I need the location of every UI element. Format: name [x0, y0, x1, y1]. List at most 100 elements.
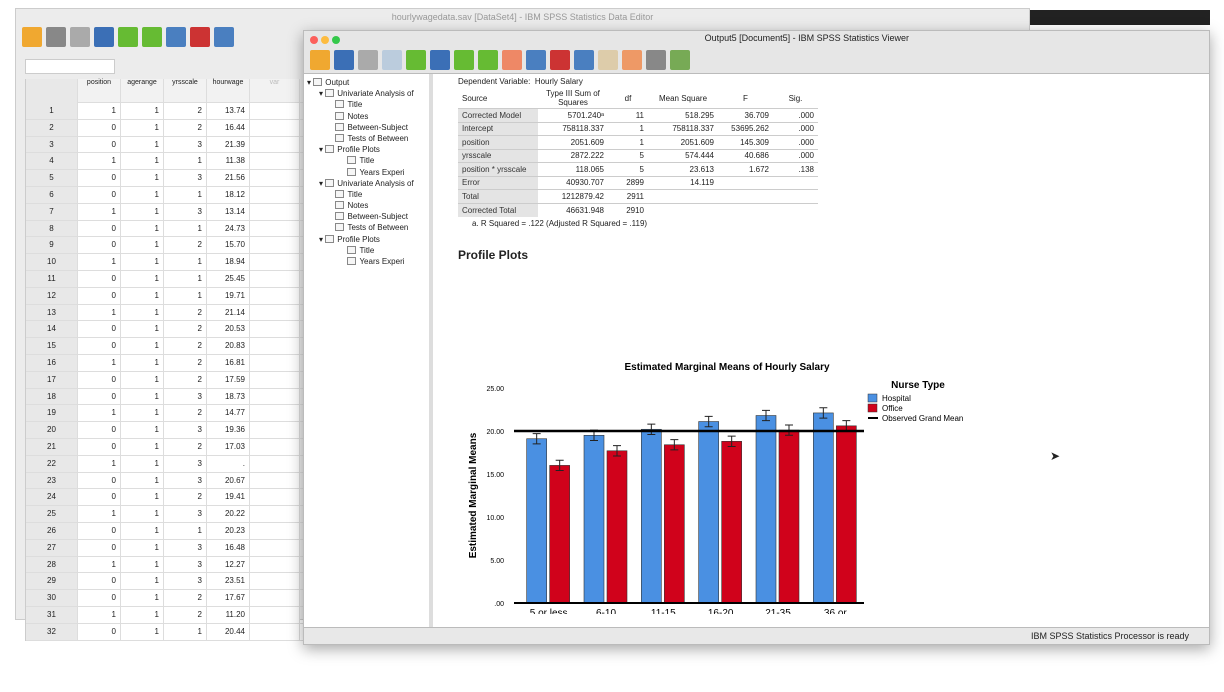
variables-icon[interactable]: [550, 49, 570, 70]
cell[interactable]: 2: [164, 606, 207, 623]
row-number[interactable]: 12: [26, 287, 78, 304]
window-controls[interactable]: [310, 34, 343, 49]
cell[interactable]: 1: [164, 186, 207, 203]
cell[interactable]: 0: [78, 539, 121, 556]
row-number[interactable]: 4: [26, 153, 78, 170]
cell[interactable]: 0: [78, 321, 121, 338]
cell[interactable]: [250, 405, 300, 422]
cell[interactable]: 1: [121, 103, 164, 119]
cell[interactable]: 1: [121, 254, 164, 270]
cell[interactable]: 0: [78, 438, 121, 455]
row-number[interactable]: 19: [26, 405, 78, 422]
cell[interactable]: 1: [164, 254, 207, 270]
outline-item[interactable]: Title: [307, 245, 426, 256]
table-row[interactable]: 12 0 1 1 19.71: [26, 287, 307, 305]
anova-table[interactable]: Source Type III Sum of Squares df Mean Squa…: [458, 88, 818, 217]
outline-item[interactable]: ▾ Profile Plots: [319, 234, 380, 244]
cell[interactable]: 1: [121, 354, 164, 371]
cell[interactable]: 1: [121, 623, 164, 640]
cell[interactable]: [250, 506, 300, 522]
cell[interactable]: 12.27: [207, 556, 250, 573]
cell[interactable]: 0: [78, 371, 121, 388]
table-row[interactable]: 23 0 1 3 20.67: [26, 472, 307, 490]
row-number[interactable]: 20: [26, 422, 78, 438]
cell[interactable]: 20.53: [207, 321, 250, 338]
cell[interactable]: 0: [78, 119, 121, 136]
cell[interactable]: 16.48: [207, 539, 250, 556]
open-icon[interactable]: [22, 27, 42, 47]
cell[interactable]: [250, 338, 300, 354]
row-number[interactable]: 2: [26, 119, 78, 136]
cell[interactable]: 19.36: [207, 422, 250, 438]
cell[interactable]: 25.45: [207, 270, 250, 287]
outline-item[interactable]: Years Experi: [307, 256, 426, 267]
cell[interactable]: 1: [121, 438, 164, 455]
cell[interactable]: [250, 170, 300, 186]
cell[interactable]: 2: [164, 321, 207, 338]
cell[interactable]: [250, 103, 300, 119]
cell[interactable]: 0: [78, 287, 121, 304]
cell[interactable]: 1: [164, 287, 207, 304]
cell[interactable]: [250, 573, 300, 590]
cell[interactable]: 23.51: [207, 573, 250, 590]
goto-data-icon[interactable]: [502, 49, 522, 70]
cell[interactable]: 1: [121, 203, 164, 220]
outline-item[interactable]: Years Experi: [307, 167, 426, 178]
table-row[interactable]: 25 1 1 3 20.22: [26, 506, 307, 523]
table-row[interactable]: 16 1 1 2 16.81: [26, 354, 307, 372]
table-row[interactable]: 10 1 1 1 18.94: [26, 254, 307, 271]
cell[interactable]: 1: [121, 590, 164, 606]
cell[interactable]: 1: [121, 573, 164, 590]
cell[interactable]: 1: [121, 170, 164, 186]
cell[interactable]: 18.12: [207, 186, 250, 203]
cell[interactable]: 1: [121, 119, 164, 136]
cell[interactable]: 1: [121, 304, 164, 321]
cell[interactable]: [250, 522, 300, 539]
expand-icon[interactable]: ▾: [319, 145, 326, 155]
table-row[interactable]: 9 0 1 2 15.70: [26, 237, 307, 255]
row-number[interactable]: 27: [26, 539, 78, 556]
cell[interactable]: 13.14: [207, 203, 250, 220]
cell[interactable]: 3: [164, 170, 207, 186]
redo-icon[interactable]: [142, 27, 162, 47]
row-number[interactable]: 3: [26, 136, 78, 153]
row-number[interactable]: 6: [26, 186, 78, 203]
outline-item[interactable]: ▾ Univariate Analysis of: [319, 178, 414, 188]
cell[interactable]: 18.73: [207, 388, 250, 405]
goto-case-icon[interactable]: [166, 27, 186, 47]
cell-ref-box[interactable]: [25, 59, 115, 74]
cell[interactable]: 11.20: [207, 606, 250, 623]
cell[interactable]: 1: [121, 556, 164, 573]
row-number[interactable]: 30: [26, 590, 78, 606]
table-row[interactable]: 32 0 1 1 20.44: [26, 623, 307, 641]
cell[interactable]: [250, 287, 300, 304]
cell[interactable]: 0: [78, 472, 121, 489]
row-number[interactable]: 8: [26, 220, 78, 237]
cell[interactable]: 3: [164, 506, 207, 522]
table-row[interactable]: 14 0 1 2 20.53: [26, 321, 307, 339]
cell[interactable]: 1: [121, 338, 164, 354]
cell[interactable]: 3: [164, 573, 207, 590]
column-header[interactable]: hourwage: [207, 79, 250, 102]
cell[interactable]: 1: [121, 186, 164, 203]
print-preview-icon[interactable]: [382, 49, 402, 70]
cell[interactable]: [250, 254, 300, 270]
expand-icon[interactable]: ▾: [319, 178, 326, 188]
cell[interactable]: 1: [78, 556, 121, 573]
cell[interactable]: 2: [164, 371, 207, 388]
insert-cases-icon[interactable]: [190, 27, 210, 47]
row-number[interactable]: 31: [26, 606, 78, 623]
table-row[interactable]: 1 1 1 2 13.74: [26, 103, 307, 120]
table-row[interactable]: 2 0 1 2 16.44: [26, 119, 307, 137]
cell[interactable]: 0: [78, 170, 121, 186]
table-row[interactable]: 24 0 1 2 19.41: [26, 489, 307, 507]
cell[interactable]: 2: [164, 237, 207, 254]
cell[interactable]: 1: [121, 472, 164, 489]
row-number[interactable]: 9: [26, 237, 78, 254]
outline-item[interactable]: Between-Subject: [307, 211, 426, 222]
cell[interactable]: 0: [78, 388, 121, 405]
table-row[interactable]: 19 1 1 2 14.77: [26, 405, 307, 423]
cell[interactable]: 2: [164, 338, 207, 354]
row-number[interactable]: 17: [26, 371, 78, 388]
cell[interactable]: 2: [164, 119, 207, 136]
